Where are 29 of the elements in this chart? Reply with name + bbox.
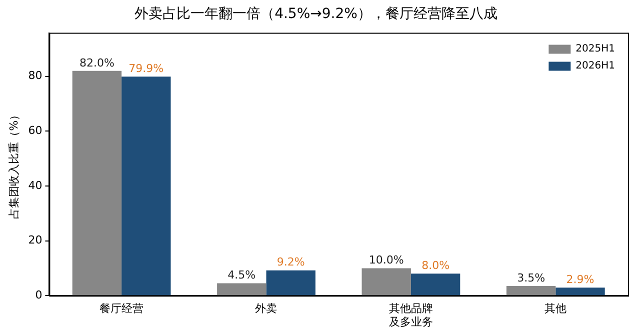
bar <box>410 274 460 296</box>
bar <box>556 288 605 296</box>
y-tick-label: 80 <box>28 69 42 82</box>
data-label: 82.0% <box>79 56 114 70</box>
bar <box>122 76 171 296</box>
chart-title: 外卖占比一年翻一倍（4.5%→9.2%），餐厅经营降至八成 <box>134 6 498 22</box>
x-tick-label: 外卖 <box>255 302 278 316</box>
x-tick-label: 餐厅经营 <box>100 302 144 316</box>
bar <box>266 270 316 296</box>
y-tick-label: 40 <box>28 178 42 192</box>
y-tick-label: 60 <box>28 124 42 138</box>
data-label: 9.2% <box>276 256 305 269</box>
legend-label: 2026H1 <box>576 60 616 72</box>
y-tick-label: 0 <box>35 288 42 302</box>
data-label: 79.9% <box>128 62 164 76</box>
legend-label: 2025H1 <box>576 43 616 54</box>
data-label: 10.0% <box>368 254 404 267</box>
bar <box>72 70 122 296</box>
bar <box>217 283 266 296</box>
data-label: 8.0% <box>422 259 450 272</box>
data-label: 4.5% <box>228 268 256 282</box>
x-tick-label: 其他品牌及多业务 <box>388 302 433 328</box>
data-label: 2.9% <box>566 273 594 286</box>
bar <box>506 286 556 296</box>
x-tick-label: 其他 <box>544 302 567 316</box>
data-label: 3.5% <box>517 271 546 284</box>
y-axis-title: 占集团收入比重（%） <box>7 109 20 219</box>
y-tick-label: 20 <box>28 234 42 247</box>
bar <box>362 268 411 296</box>
